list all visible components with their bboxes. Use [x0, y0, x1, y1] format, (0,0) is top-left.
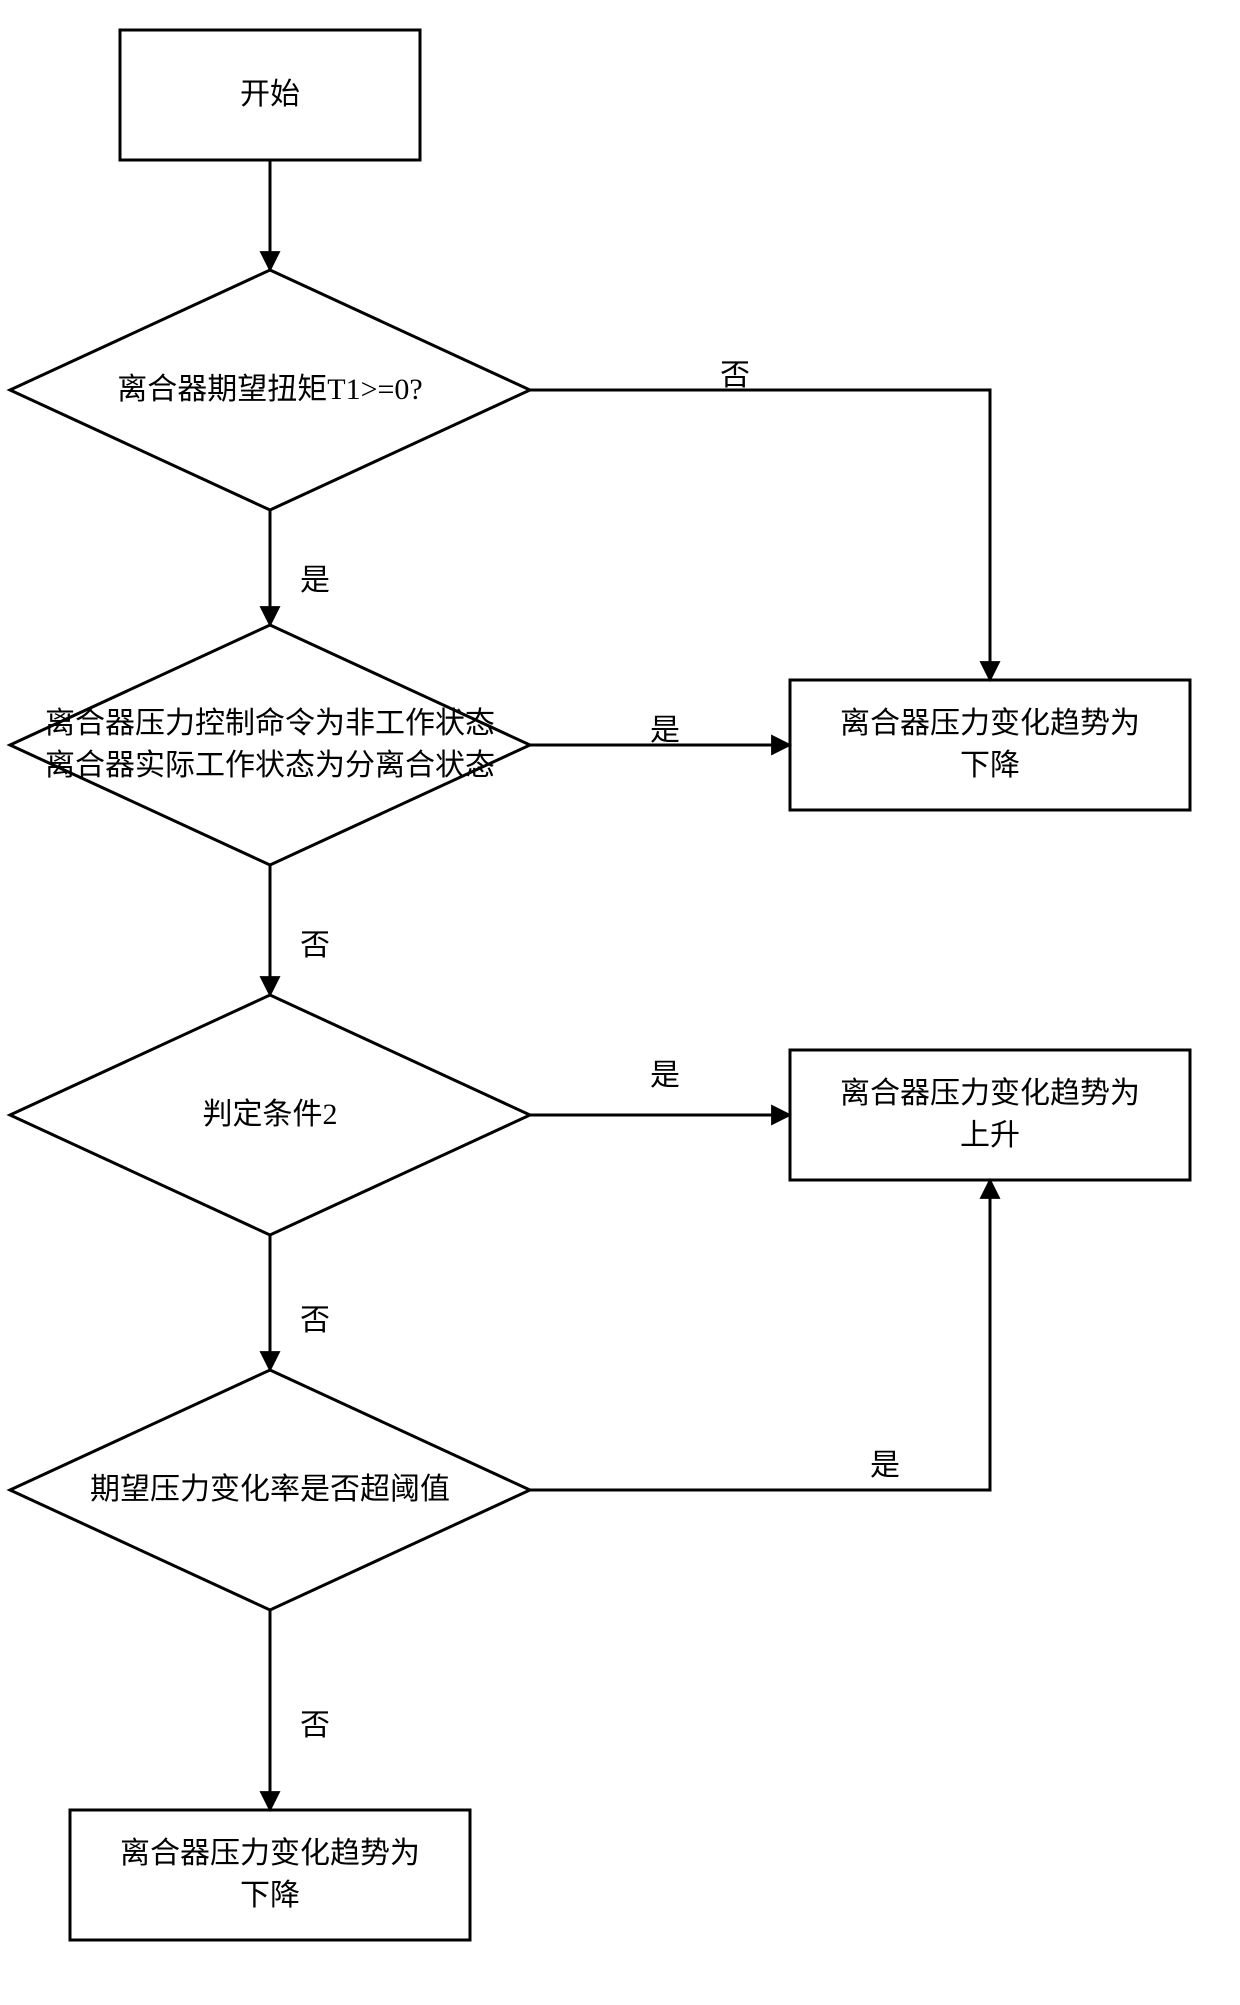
node-r1-label: 离合器压力变化趋势为下降 [790, 680, 1190, 810]
node-start-label: 开始 [120, 30, 420, 160]
edge-2 [530, 390, 990, 680]
edge-5-label: 否 [300, 1295, 330, 1339]
node-d1-label: 离合器期望扭矩T1>=0? [10, 270, 530, 510]
edge-6-label: 是 [650, 1050, 680, 1094]
node-d4-label: 期望压力变化率是否超阈值 [10, 1370, 530, 1610]
node-d3-label: 判定条件2 [10, 995, 530, 1235]
edge-8-label: 是 [870, 1440, 900, 1484]
node-r2-label: 离合器压力变化趋势为上升 [790, 1050, 1190, 1180]
edge-3-label: 否 [300, 920, 330, 964]
edge-4-label: 是 [650, 705, 680, 749]
edge-2-label: 否 [720, 350, 750, 394]
edge-7-label: 否 [300, 1700, 330, 1744]
node-r3-label: 离合器压力变化趋势为下降 [70, 1810, 470, 1940]
node-d2-label: 离合器压力控制命令为非工作状态离合器实际工作状态为分离合状态 [10, 625, 530, 865]
edge-1-label: 是 [300, 555, 330, 599]
edge-8 [530, 1180, 990, 1490]
